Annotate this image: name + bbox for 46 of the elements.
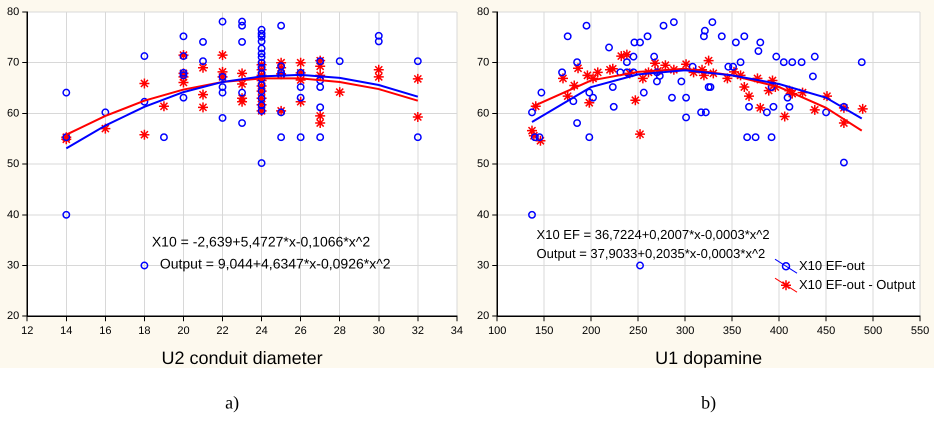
x-tick-label: 500 — [864, 324, 882, 337]
y-tick-label: 20 — [6, 310, 20, 322]
y-tick-label: 40 — [6, 208, 20, 221]
annotation: X10 EF = 36,7224+0,2007*x-0,0003*x^2 — [536, 227, 770, 242]
y-tick-label: 70 — [6, 56, 20, 69]
x-axis-title: U2 conduit diameter — [162, 348, 323, 368]
annotation: X10 = -2,639+5,4727*x-0,1066*x^2 — [152, 233, 370, 250]
y-tick-label: 60 — [6, 107, 20, 120]
y-tick-label: 20 — [476, 310, 490, 322]
text: a) — [225, 392, 240, 413]
y-tick-label: 40 — [476, 208, 490, 221]
y-tick-label: 30 — [476, 260, 490, 272]
x-tick-label: 30 — [372, 324, 385, 337]
x-tick-label: 400 — [770, 324, 788, 337]
x-tick-label: 18 — [138, 324, 151, 337]
y-tick-label: 80 — [476, 6, 490, 18]
y-tick-label: 50 — [476, 158, 490, 170]
x-tick-label: 24 — [255, 324, 268, 337]
x-axis-title: U1 dopamine — [655, 348, 762, 368]
y-tick-label: 50 — [6, 158, 20, 170]
x-tick-label: 200 — [582, 324, 600, 337]
y-tick-label: 70 — [476, 56, 490, 69]
y-tick-label: 60 — [476, 107, 490, 120]
x-tick-label: 300 — [676, 324, 694, 337]
legend-label: X10 EF-out - Output — [799, 276, 916, 292]
x-tick-label: 350 — [722, 324, 742, 337]
annotation: Output = 37,9033+0,2035*x-0,0003*x^2 — [536, 246, 766, 262]
x-tick-label: 34 — [450, 324, 464, 337]
x-tick-label: 26 — [294, 324, 307, 337]
x-tick-label: 14 — [60, 324, 72, 337]
x-tick-label: 100 — [488, 324, 506, 337]
x-tick-label: 28 — [334, 324, 346, 337]
x-tick-label: 16 — [99, 324, 112, 337]
x-tick-label: 250 — [628, 324, 648, 337]
text: b) — [701, 392, 716, 413]
x-tick-label: 20 — [177, 324, 190, 337]
x-tick-label: 22 — [216, 324, 229, 337]
x-tick-label: 450 — [816, 324, 836, 337]
annotation: Output = 9,044+4,6347*x-0,0926*x^2 — [160, 255, 391, 272]
x-tick-label: 150 — [535, 324, 554, 337]
y-tick-label: 80 — [6, 6, 20, 18]
x-tick-label: 32 — [412, 324, 424, 337]
x-tick-label: 12 — [21, 324, 34, 337]
y-tick-label: 30 — [6, 260, 20, 272]
legend-label: X10 EF-out — [799, 258, 866, 273]
x-tick-label: 550 — [910, 324, 930, 337]
